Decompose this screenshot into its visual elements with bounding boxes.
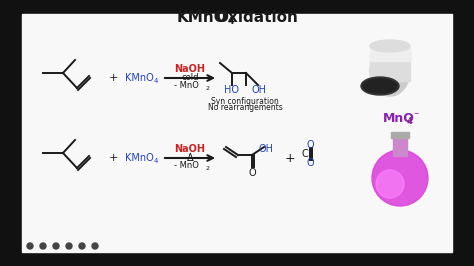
Text: Syn configuration: Syn configuration: [211, 97, 279, 106]
Bar: [393, 134, 407, 156]
Text: NaOH: NaOH: [174, 144, 206, 154]
Text: +: +: [109, 73, 118, 83]
Circle shape: [53, 243, 59, 249]
Text: ⁻: ⁻: [413, 111, 418, 121]
Text: O: O: [306, 158, 314, 168]
Ellipse shape: [370, 46, 410, 96]
Ellipse shape: [370, 40, 410, 52]
Text: cold: cold: [181, 73, 199, 82]
Text: 2: 2: [206, 85, 210, 90]
Circle shape: [376, 170, 404, 198]
Text: Δ: Δ: [187, 153, 193, 163]
Text: +: +: [109, 153, 118, 163]
Text: NaOH: NaOH: [174, 64, 206, 74]
Text: - MnO: - MnO: [173, 161, 199, 171]
Text: KMnO: KMnO: [125, 153, 154, 163]
Text: OH: OH: [252, 85, 266, 95]
Text: HO: HO: [225, 85, 239, 95]
Circle shape: [66, 243, 72, 249]
Bar: [22, 14, 452, 252]
Text: - MnO: - MnO: [173, 81, 199, 90]
Ellipse shape: [361, 77, 399, 95]
Text: 4: 4: [154, 78, 158, 84]
Text: C: C: [301, 149, 309, 159]
Ellipse shape: [363, 79, 397, 93]
Circle shape: [79, 243, 85, 249]
Text: +: +: [285, 152, 295, 164]
Bar: [370, 46, 410, 61]
Text: O: O: [306, 140, 314, 150]
Text: 4: 4: [228, 16, 235, 26]
Text: KMnO: KMnO: [176, 10, 227, 26]
Text: 4: 4: [407, 117, 413, 126]
Bar: [370, 51, 410, 81]
Text: O: O: [248, 168, 256, 178]
Circle shape: [27, 243, 33, 249]
Text: 4: 4: [154, 158, 158, 164]
Circle shape: [92, 243, 98, 249]
Text: 2: 2: [206, 165, 210, 171]
Circle shape: [372, 150, 428, 206]
Circle shape: [40, 243, 46, 249]
Text: No rearrangements: No rearrangements: [208, 103, 283, 113]
Text: OH: OH: [258, 144, 273, 154]
Text: KMnO: KMnO: [125, 73, 154, 83]
Text: Oxidation: Oxidation: [216, 10, 299, 26]
Text: MnO: MnO: [383, 111, 415, 124]
Bar: [391, 132, 409, 138]
